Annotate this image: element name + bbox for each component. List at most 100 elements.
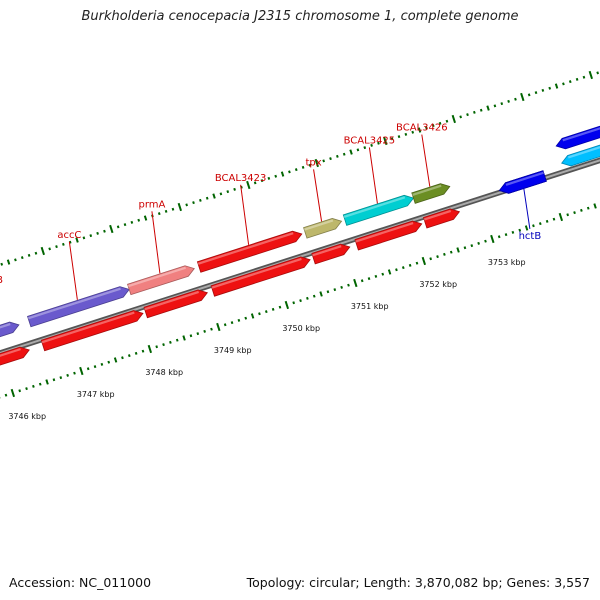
ruler-tick bbox=[192, 201, 195, 205]
ruler-tick bbox=[52, 378, 56, 382]
ruler-tick bbox=[216, 322, 221, 332]
ruler-tick bbox=[534, 91, 538, 95]
gene-arrow bbox=[143, 289, 209, 319]
gene-highlight bbox=[211, 257, 302, 289]
ruler-tick bbox=[171, 207, 175, 211]
gene-bot-f[interactable] bbox=[311, 242, 352, 265]
ruler-tick bbox=[312, 294, 316, 298]
ruler-tick bbox=[32, 384, 35, 388]
gene-hctB[interactable] bbox=[498, 170, 547, 196]
ruler-tick bbox=[75, 237, 79, 243]
ruler-tick bbox=[497, 235, 501, 239]
ruler-tick bbox=[443, 252, 446, 256]
ruler-tick bbox=[20, 256, 24, 260]
tick-label: 3749 kbp bbox=[214, 346, 252, 355]
gene-highlight bbox=[505, 171, 544, 186]
gene-prmA[interactable] bbox=[127, 263, 196, 296]
gene-label-prmA[interactable]: prmA bbox=[138, 199, 165, 210]
ruler-tick bbox=[466, 113, 469, 117]
gene-arrow bbox=[498, 170, 547, 194]
ruler-tick bbox=[417, 127, 422, 133]
ruler-tick bbox=[103, 229, 106, 233]
label-callout bbox=[240, 184, 250, 245]
ruler-tick bbox=[278, 305, 282, 309]
gene-label-BCAL3426[interactable]: BCAL3426 bbox=[396, 123, 448, 134]
gene-arrow bbox=[342, 194, 415, 226]
ruler-tick bbox=[258, 312, 261, 316]
ruler-tick bbox=[367, 277, 371, 281]
gene-BCAL3426[interactable] bbox=[411, 181, 452, 204]
gene-bot-e[interactable] bbox=[210, 254, 312, 297]
gene-label-BCAL3423[interactable]: BCAL3423 bbox=[215, 173, 267, 184]
gene-bot-k[interactable] bbox=[560, 131, 600, 168]
ruler-tick bbox=[333, 288, 337, 292]
ruler-tick bbox=[404, 132, 408, 136]
gene-bot-c[interactable] bbox=[40, 308, 144, 352]
ruler-tick bbox=[527, 93, 531, 97]
ruler-tick bbox=[387, 269, 392, 275]
label-callout bbox=[368, 147, 378, 204]
ruler-tick bbox=[459, 115, 462, 119]
ruler-tick bbox=[82, 236, 86, 240]
ruler-tick bbox=[588, 70, 593, 80]
gene-bot-d[interactable] bbox=[143, 287, 209, 319]
ruler-tick bbox=[40, 246, 45, 256]
ruler-tick bbox=[127, 354, 131, 358]
gene-bot-j[interactable] bbox=[555, 114, 600, 151]
ruler-tick bbox=[292, 301, 296, 305]
gene-label-BCAL3425[interactable]: BCAL3425 bbox=[344, 135, 396, 146]
ruler-tick bbox=[347, 283, 350, 287]
gene-accB[interactable] bbox=[0, 320, 21, 343]
backbone bbox=[0, 157, 600, 356]
ruler-tick bbox=[322, 159, 325, 163]
gene-label-hctB[interactable]: hctB bbox=[519, 231, 542, 242]
ruler-tick bbox=[429, 257, 433, 261]
ruler-tick bbox=[573, 211, 576, 215]
gene-tpx[interactable] bbox=[303, 216, 344, 239]
ruler-tick bbox=[329, 157, 332, 161]
label-callout bbox=[313, 169, 323, 222]
ruler-tick bbox=[196, 332, 200, 336]
map-title: Burkholderia cenocepacia J2315 chromosom… bbox=[81, 9, 519, 24]
ruler-tick bbox=[500, 102, 504, 106]
ruler-tick bbox=[436, 255, 439, 259]
ruler-tick bbox=[137, 218, 141, 222]
accession-label: Accession: NC_011000 bbox=[9, 575, 152, 590]
gene-BCAL3423[interactable] bbox=[196, 229, 303, 273]
ruler-tick bbox=[473, 110, 476, 114]
gene-highlight bbox=[0, 348, 21, 359]
ruler-tick bbox=[401, 266, 405, 270]
gene-highlight bbox=[303, 219, 334, 231]
ruler-tick bbox=[486, 105, 490, 111]
ruler-tick bbox=[514, 97, 517, 101]
ruler-tick bbox=[59, 376, 63, 380]
ruler-tick bbox=[288, 170, 291, 174]
gene-label-tpx[interactable]: tpx bbox=[305, 157, 321, 168]
gene-arrow bbox=[0, 321, 20, 343]
ruler-tick bbox=[314, 158, 319, 168]
gene-bot-g[interactable] bbox=[354, 219, 423, 251]
gene-highlight bbox=[343, 196, 406, 218]
gene-label-accB[interactable]: accB bbox=[0, 275, 3, 286]
gene-accC[interactable] bbox=[27, 284, 131, 328]
gene-label-accC[interactable]: accC bbox=[57, 230, 81, 241]
ruler-tick bbox=[175, 338, 179, 342]
ruler-tick bbox=[511, 230, 515, 234]
ruler-tick bbox=[541, 88, 545, 92]
ruler-tick bbox=[421, 256, 427, 266]
gene-arrow bbox=[411, 183, 451, 204]
ruler-tick bbox=[284, 300, 290, 310]
gene-bot-b[interactable] bbox=[0, 345, 31, 367]
ruler-tick bbox=[89, 234, 93, 238]
gene-bot-h[interactable] bbox=[422, 207, 461, 229]
ruler-ticks: 3746 kbp 3747 kbp 3748 kbp 3749 kbp 3750 kbp… bbox=[0, 70, 599, 421]
gene-highlight bbox=[567, 133, 600, 159]
ruler-tick bbox=[479, 108, 483, 112]
ruler-tick bbox=[383, 136, 388, 146]
gene-BCAL3425[interactable] bbox=[342, 193, 415, 226]
gene-arrow bbox=[127, 265, 195, 296]
gene-features bbox=[0, 114, 600, 367]
ruler-tick bbox=[586, 206, 590, 210]
ruler-tick bbox=[353, 278, 358, 288]
